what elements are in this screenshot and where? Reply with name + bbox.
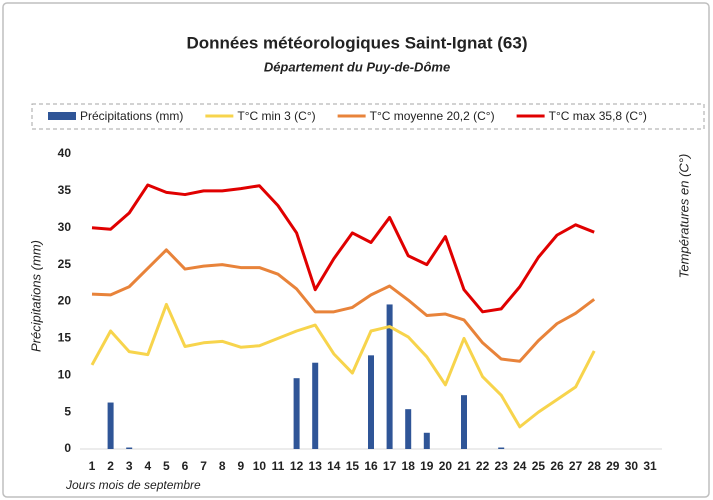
x-axis-label: Jours mois de septembre (65, 478, 201, 492)
x-tick-label: 24 (513, 459, 527, 473)
x-tick-label: 11 (272, 459, 285, 473)
x-tick-label: 25 (532, 459, 546, 473)
x-tick-label: 15 (346, 459, 360, 473)
y-tick-label: 20 (58, 294, 72, 308)
x-tick-label: 12 (290, 459, 304, 473)
x-tick-label: 7 (200, 459, 207, 473)
bar (107, 402, 114, 449)
x-tick-label: 10 (253, 459, 267, 473)
x-tick-label: 18 (402, 459, 416, 473)
y-tick-label: 30 (58, 220, 72, 234)
x-tick-label: 2 (107, 459, 114, 473)
line (91, 183, 595, 314)
y-tick-label: 35 (58, 183, 72, 197)
bar (461, 395, 467, 449)
x-tick-label: 30 (625, 459, 639, 473)
y-tick-label: 15 (58, 331, 72, 345)
x-tick-label: 26 (550, 459, 564, 473)
x-tick-label: 20 (439, 459, 453, 473)
y-tick-label: 0 (64, 441, 71, 455)
x-tick-label: 5 (163, 459, 170, 473)
x-tick-label: 27 (569, 459, 583, 473)
x-tick-label: 3 (126, 459, 133, 473)
x-tick-label: 22 (476, 459, 490, 473)
x-tick-label: 13 (309, 459, 323, 473)
chart-title: Données météorologiques Saint-Ignat (63) (187, 33, 528, 52)
legend-box (31, 103, 705, 130)
legend-swatch (48, 112, 76, 120)
y-axis-label: Précipitations (mm) (28, 240, 43, 352)
bar (293, 378, 300, 449)
bar (386, 304, 393, 449)
x-tick-label: 6 (182, 459, 189, 473)
x-tick-label: 29 (606, 459, 620, 473)
chart-subtitle: Département du Puy-de-Dôme (264, 59, 450, 74)
x-tick-label: 9 (237, 459, 244, 473)
bar (312, 362, 319, 449)
x-tick-label: 17 (383, 459, 397, 473)
bar (405, 409, 412, 449)
legend-label: T°C min 3 (C°) (237, 109, 315, 123)
x-tick-label: 28 (588, 459, 602, 473)
y2-axis-label: Températures en (C°) (676, 154, 691, 279)
line (90, 302, 596, 429)
x-tick-label: 19 (420, 459, 434, 473)
line (91, 248, 596, 363)
bar (498, 447, 505, 449)
x-tick-label: 8 (219, 459, 226, 473)
y-tick-label: 5 (64, 404, 71, 418)
y-tick-label: 10 (58, 367, 72, 381)
y-tick-label: 25 (58, 257, 72, 271)
x-tick-label: 14 (327, 459, 341, 473)
x-tick-label: 31 (643, 459, 657, 473)
bar (368, 355, 374, 449)
legend-label: T°C moyenne 20,2 (C°) (370, 109, 495, 123)
x-tick-label: 21 (457, 459, 471, 473)
bar (126, 447, 133, 449)
x-tick-label: 16 (364, 459, 378, 473)
x-tick-label: 4 (144, 459, 151, 473)
x-tick-label: 23 (495, 459, 509, 473)
y-tick-label: 40 (58, 146, 72, 160)
legend-label: T°C max 35,8 (C°) (549, 109, 647, 123)
legend-label: Précipitations (mm) (80, 109, 183, 123)
bar (423, 432, 430, 449)
x-tick-label: 1 (89, 459, 96, 473)
